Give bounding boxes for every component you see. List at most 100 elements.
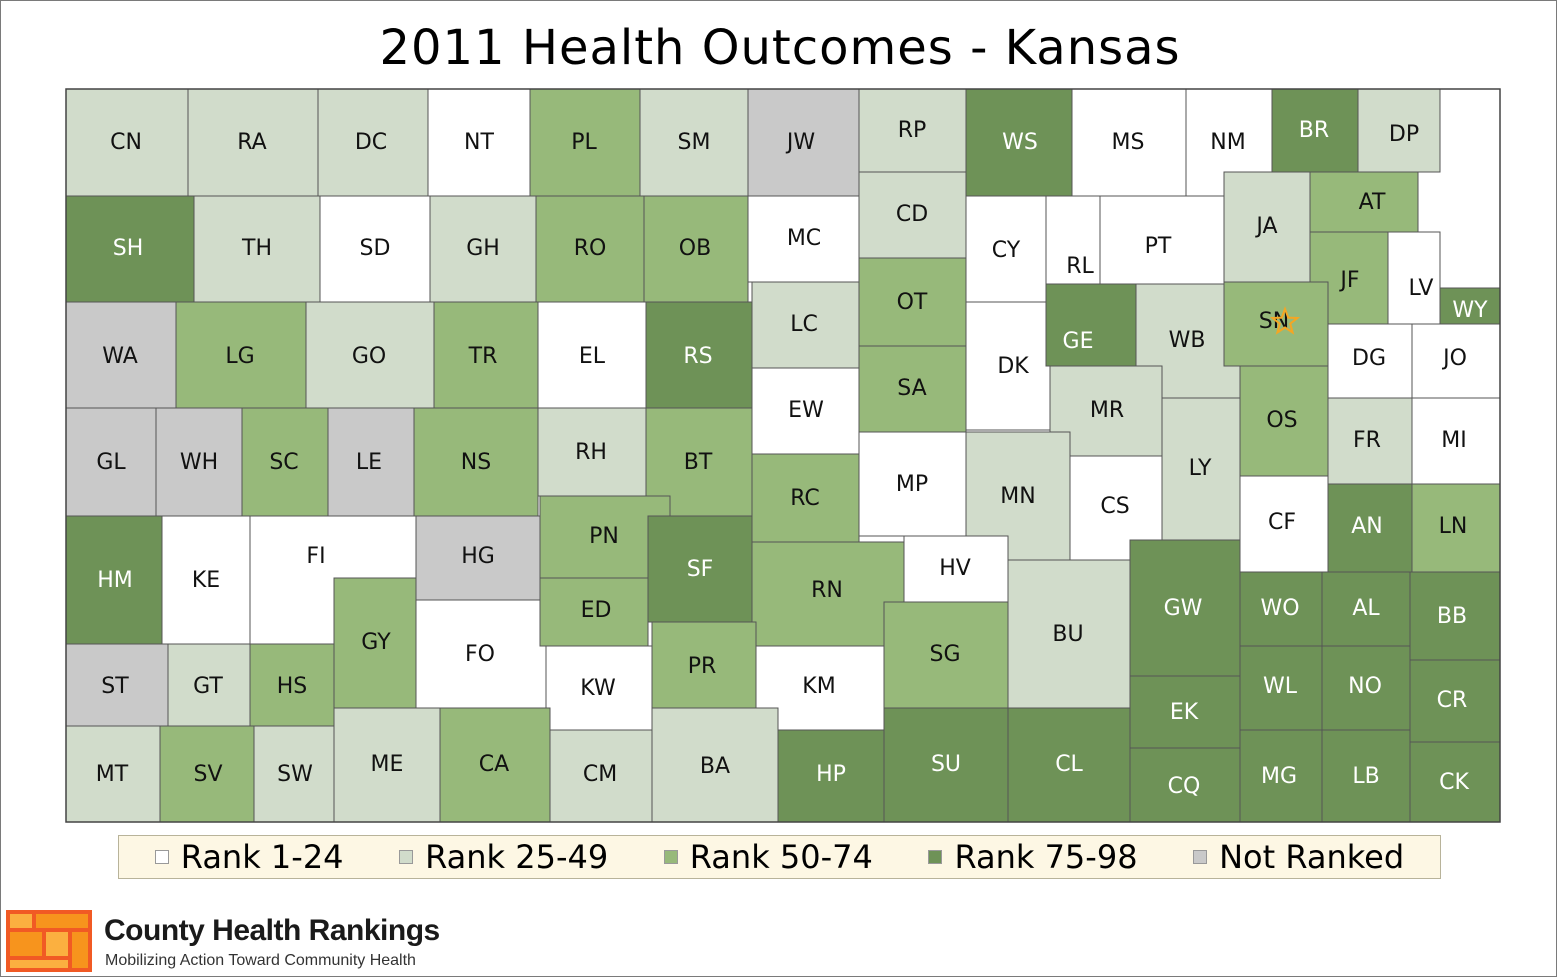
county-cn[interactable] [65, 88, 189, 197]
county-sn[interactable] [1223, 281, 1329, 367]
county-rs[interactable] [645, 301, 753, 409]
legend-label: Rank 1-24 [180, 838, 344, 876]
county-gl[interactable] [65, 407, 157, 517]
county-rn[interactable] [751, 541, 905, 647]
county-wo[interactable] [1239, 571, 1323, 647]
county-sa[interactable] [858, 345, 967, 433]
county-mg[interactable] [1239, 729, 1323, 823]
county-label-mi: MI [1441, 428, 1466, 453]
county-fr[interactable] [1327, 397, 1413, 485]
county-ly[interactable] [1161, 397, 1241, 541]
county-gw[interactable] [1129, 539, 1241, 677]
county-label-ly: LY [1189, 456, 1212, 481]
county-wa[interactable] [65, 301, 177, 409]
county-os[interactable] [1239, 365, 1329, 477]
county-sc[interactable] [241, 407, 329, 517]
county-label-lv: LV [1409, 276, 1434, 301]
county-ot[interactable] [858, 257, 967, 347]
county-dc[interactable] [317, 88, 429, 197]
county-st[interactable] [65, 643, 169, 727]
county-label-le: LE [356, 450, 382, 475]
county-label-rn: RN [811, 578, 843, 603]
county-dk[interactable] [965, 301, 1059, 431]
county-wh[interactable] [155, 407, 243, 517]
county-label-bu: BU [1052, 622, 1083, 647]
county-sg[interactable] [883, 601, 1009, 709]
county-jw[interactable] [747, 88, 860, 197]
county-gt[interactable] [167, 643, 251, 727]
county-label-th: TH [241, 236, 272, 261]
county-cy[interactable] [965, 195, 1047, 303]
county-lb[interactable] [1321, 729, 1411, 823]
county-me[interactable] [333, 707, 441, 823]
county-pt[interactable] [1099, 195, 1225, 297]
county-sd[interactable] [319, 195, 431, 303]
legend-label: Rank 25-49 [425, 838, 609, 876]
county-pl[interactable] [529, 88, 641, 197]
county-ba[interactable] [651, 707, 779, 823]
county-gh[interactable] [429, 195, 537, 303]
county-cm[interactable] [549, 729, 653, 823]
county-rc[interactable] [751, 453, 860, 543]
county-hp[interactable] [777, 729, 885, 823]
county-ke[interactable] [161, 515, 251, 645]
county-label-hg: HG [461, 544, 495, 569]
county-label-hp: HP [816, 762, 846, 787]
county-sh[interactable] [65, 195, 195, 303]
county-ca[interactable] [439, 707, 551, 823]
brand-footer: County Health Rankings Mobilizing Action… [6, 910, 466, 974]
county-br[interactable] [1271, 88, 1359, 173]
county-ek[interactable] [1129, 675, 1241, 749]
county-hg[interactable] [415, 515, 541, 601]
county-label-ra: RA [237, 130, 266, 155]
county-ge[interactable] [1045, 283, 1137, 367]
county-cq[interactable] [1129, 747, 1241, 823]
county-label-br: BR [1299, 118, 1329, 143]
county-gy[interactable] [333, 577, 417, 709]
county-label-sc: SC [269, 450, 298, 475]
county-sv[interactable] [159, 725, 255, 823]
county-dg[interactable] [1327, 323, 1413, 399]
county-label-al: AL [1352, 596, 1380, 621]
county-pr[interactable] [651, 621, 757, 709]
county-sw[interactable] [253, 725, 335, 823]
county-label-sh: SH [113, 236, 144, 261]
county-ob[interactable] [643, 195, 749, 303]
county-an[interactable] [1327, 483, 1413, 573]
county-ed[interactable] [539, 577, 649, 647]
county-fo[interactable] [415, 599, 547, 709]
county-bb[interactable] [1409, 571, 1501, 661]
county-mi[interactable] [1411, 397, 1501, 485]
county-hs[interactable] [249, 643, 335, 727]
county-th[interactable] [193, 195, 321, 303]
county-mc[interactable] [747, 195, 860, 283]
county-no[interactable] [1321, 645, 1411, 731]
county-label-ke: KE [192, 568, 220, 593]
county-ro[interactable] [535, 195, 645, 303]
county-hv[interactable] [903, 535, 1009, 603]
county-at[interactable] [1309, 171, 1419, 233]
county-rh[interactable] [537, 407, 647, 497]
county-nt[interactable] [427, 88, 531, 197]
county-cd[interactable] [858, 171, 967, 259]
county-label-rc: RC [790, 486, 820, 511]
county-ns[interactable] [413, 407, 539, 517]
county-lv[interactable] [1387, 231, 1441, 325]
county-cl[interactable] [1007, 707, 1131, 823]
county-cf[interactable] [1239, 475, 1329, 573]
county-le[interactable] [327, 407, 415, 517]
county-label-sv: SV [193, 762, 222, 787]
county-kw[interactable] [545, 645, 653, 731]
county-label-sa: SA [897, 376, 926, 401]
county-label-gw: GW [1164, 596, 1203, 621]
county-cr[interactable] [1409, 659, 1501, 743]
county-label-cy: CY [992, 238, 1021, 263]
county-label-hm: HM [97, 568, 133, 593]
county-label-cn: CN [110, 130, 142, 155]
county-bu[interactable] [1007, 559, 1131, 709]
county-el[interactable] [537, 301, 647, 409]
county-lc[interactable] [751, 281, 860, 369]
county-label-ns: NS [461, 450, 491, 475]
county-ws[interactable] [965, 88, 1073, 197]
